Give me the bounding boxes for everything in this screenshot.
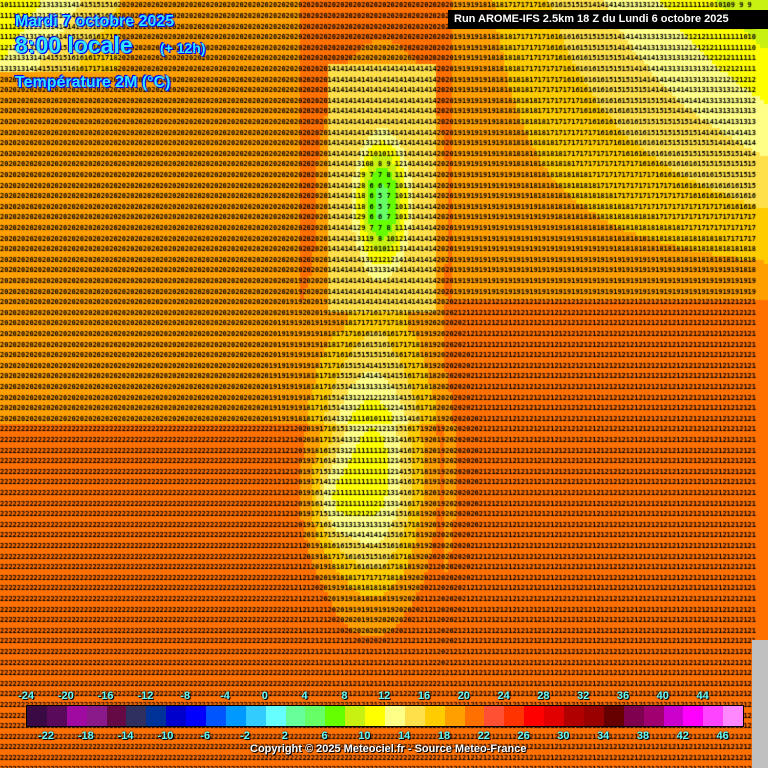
legend-swatch bbox=[245, 706, 266, 726]
legend-swatch bbox=[444, 706, 465, 726]
legend-swatch bbox=[146, 706, 167, 726]
legend-swatch bbox=[186, 706, 207, 726]
legend-label: -10 bbox=[157, 730, 174, 742]
legend-swatch bbox=[424, 706, 445, 726]
out-of-domain-area bbox=[752, 640, 768, 768]
legend-swatch bbox=[206, 706, 226, 726]
legend-label: -14 bbox=[117, 730, 134, 742]
legend-swatch bbox=[305, 706, 326, 726]
legend-label: 4 bbox=[301, 690, 308, 702]
legend-swatch bbox=[703, 706, 724, 726]
legend-label: 40 bbox=[656, 690, 669, 702]
legend-swatch bbox=[524, 706, 545, 726]
legend-label: -24 bbox=[18, 690, 34, 702]
legend-label: -22 bbox=[38, 730, 54, 742]
legend-swatch bbox=[404, 706, 425, 726]
legend-swatch bbox=[46, 706, 67, 726]
legend-swatch bbox=[464, 706, 485, 726]
parameter-title: Température 2M (°C) bbox=[15, 74, 171, 91]
copyright: Copyright © 2025 Meteociel.fr - Source M… bbox=[250, 743, 527, 755]
legend-swatch bbox=[365, 706, 386, 726]
legend-swatch bbox=[663, 706, 684, 726]
legend-label: -8 bbox=[180, 690, 191, 702]
color-scale-legend bbox=[26, 705, 745, 727]
legend-label: 10 bbox=[358, 730, 371, 742]
lead-time: (+ 12h) bbox=[160, 40, 206, 56]
legend-label: 0 bbox=[261, 690, 268, 702]
legend-swatch bbox=[683, 706, 704, 726]
legend-swatch bbox=[27, 706, 47, 726]
legend-label: -12 bbox=[137, 690, 154, 702]
legend-label: 22 bbox=[477, 730, 490, 742]
legend-swatch bbox=[564, 706, 584, 726]
legend-label: 6 bbox=[321, 730, 328, 742]
legend-swatch bbox=[643, 706, 664, 726]
legend-label: -6 bbox=[200, 730, 211, 742]
legend-swatch bbox=[544, 706, 565, 726]
legend-label: 26 bbox=[517, 730, 530, 742]
legend-label: 32 bbox=[577, 690, 590, 702]
model-run-banner: Run AROME-IFS 2.5km 18 Z du Lundi 6 octo… bbox=[448, 10, 768, 29]
legend-label: 42 bbox=[676, 730, 689, 742]
legend-label: 34 bbox=[597, 730, 610, 742]
legend-label: -2 bbox=[240, 730, 250, 742]
legend-label: 38 bbox=[636, 730, 650, 742]
legend-swatch bbox=[504, 706, 525, 726]
legend-label: -16 bbox=[97, 690, 114, 702]
legend-swatch bbox=[106, 706, 127, 726]
legend-swatch bbox=[325, 706, 346, 726]
legend-label: 8 bbox=[341, 690, 348, 702]
legend-swatch bbox=[345, 706, 366, 726]
legend-label: 46 bbox=[716, 730, 729, 742]
legend-label: -4 bbox=[220, 690, 230, 702]
legend-swatch bbox=[86, 706, 107, 726]
legend-swatch bbox=[623, 706, 644, 726]
forecast-time: 8:00 locale bbox=[15, 32, 133, 58]
legend-swatch bbox=[126, 706, 147, 726]
legend-label: -20 bbox=[57, 690, 74, 702]
legend-label: 36 bbox=[616, 690, 630, 702]
legend-swatch bbox=[285, 706, 306, 726]
forecast-date: Mardi 7 octobre 2025 bbox=[15, 13, 175, 30]
legend-label: 12 bbox=[378, 690, 391, 702]
legend-swatch bbox=[225, 706, 246, 726]
legend-label: 2 bbox=[281, 730, 288, 742]
legend-label: 24 bbox=[497, 690, 510, 702]
legend-swatch bbox=[723, 706, 744, 726]
legend-label: 30 bbox=[557, 730, 570, 742]
legend-label: 20 bbox=[457, 690, 470, 702]
legend-swatch bbox=[166, 706, 187, 726]
legend-swatch bbox=[603, 706, 624, 726]
legend-label: 14 bbox=[398, 730, 411, 742]
legend-swatch bbox=[385, 706, 405, 726]
legend-swatch bbox=[484, 706, 505, 726]
legend-label: -18 bbox=[77, 730, 94, 742]
legend-swatch bbox=[265, 706, 286, 726]
legend-label: 18 bbox=[437, 730, 451, 742]
legend-label: 16 bbox=[417, 690, 431, 702]
legend-swatch bbox=[583, 706, 604, 726]
legend-swatch bbox=[66, 706, 87, 726]
legend-label: 44 bbox=[696, 690, 709, 702]
legend-label: 28 bbox=[537, 690, 550, 702]
